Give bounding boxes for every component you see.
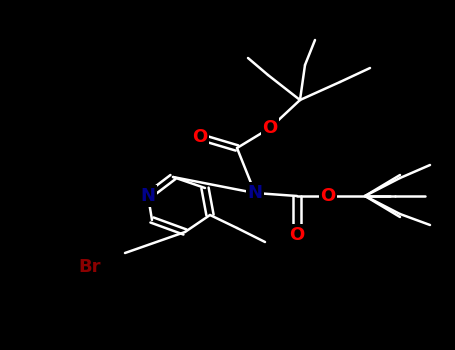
Text: O: O [320, 187, 336, 205]
Text: O: O [289, 226, 305, 244]
Text: O: O [192, 128, 207, 146]
Text: Br: Br [79, 258, 101, 276]
Text: N: N [141, 187, 156, 205]
Text: N: N [248, 184, 263, 202]
Text: O: O [263, 119, 278, 137]
